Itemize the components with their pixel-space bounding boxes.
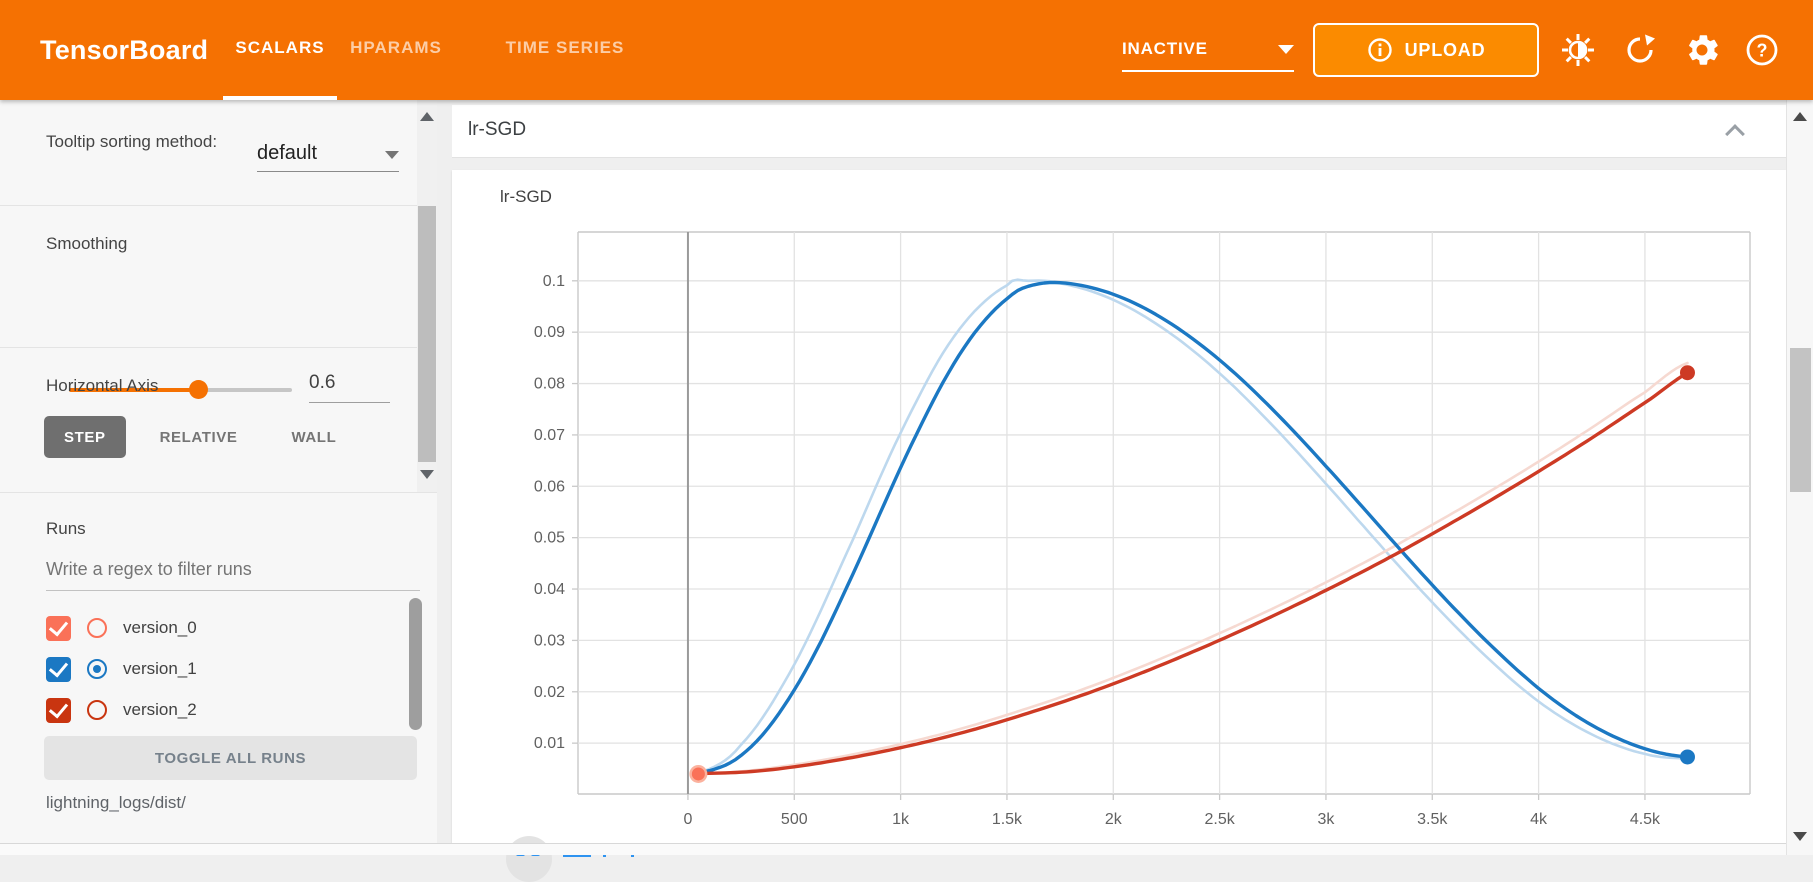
upload-button-label: UPLOAD [1404,39,1486,60]
contrast-icon[interactable] [1560,32,1596,68]
chevron-down-icon [385,151,399,159]
runs-scrollbar-thumb[interactable] [409,598,422,730]
sidebar: Tooltip sorting method: default Smoothin… [0,100,437,843]
log-directory-label: lightning_logs/dist/ [46,793,186,812]
svg-text:0.09: 0.09 [534,324,565,341]
horizontal-axis-label: Horizontal Axis [46,376,159,395]
page-scrollbar-thumb[interactable] [1790,348,1811,492]
scroll-down-icon[interactable] [1793,832,1807,841]
run-row: version_1 [46,649,386,689]
run-radio[interactable] [87,659,107,679]
tab-hparams[interactable]: HPARAMS [350,38,442,57]
run-radio[interactable] [87,700,107,720]
svg-text:0.02: 0.02 [534,684,565,701]
app-title: TensorBoard [40,34,209,65]
collapse-chevron-icon[interactable] [1725,124,1745,144]
info-icon [1367,38,1392,62]
scroll-up-icon[interactable] [1793,112,1807,121]
svg-text:2.5k: 2.5k [1204,811,1235,828]
runs-label: Runs [46,519,86,538]
divider [0,205,437,206]
svg-text:1.5k: 1.5k [992,811,1023,828]
svg-text:2k: 2k [1105,811,1123,828]
scalar-card [452,170,1786,843]
run-name: version_1 [123,659,197,678]
svg-text:0.05: 0.05 [534,530,565,547]
page-scrollbar[interactable] [1786,100,1813,855]
axis-button-wall[interactable]: WALL [291,428,337,446]
chart-title: lr-SGD [500,187,552,206]
svg-text:0.03: 0.03 [534,632,565,649]
horizontal-axis-buttons: STEP RELATIVE WALL [44,416,356,458]
tab-time-series[interactable]: TIME SERIES [505,38,625,57]
svg-text:4k: 4k [1530,811,1548,828]
divider [0,492,437,493]
help-icon[interactable]: ? [1744,32,1780,68]
svg-text:0.07: 0.07 [534,427,565,444]
settings-pane-scrollbar-thumb[interactable] [418,206,436,462]
axis-button-step[interactable]: STEP [44,416,126,458]
smoothing-slider[interactable] [69,380,292,399]
refresh-icon[interactable] [1622,32,1658,68]
status-dropdown-value: INACTIVE [1122,39,1208,58]
toggle-all-runs-button[interactable]: TOGGLE ALL RUNS [44,736,417,780]
run-checkbox[interactable] [46,656,71,682]
chart-group-title: lr-SGD [468,119,527,140]
svg-text:3k: 3k [1317,811,1335,828]
chart-group-header[interactable]: lr-SGD [452,105,1786,158]
run-checkbox[interactable] [46,615,71,641]
smoothing-label: Smoothing [46,234,128,253]
app-header: TensorBoard SCALARS HPARAMS TIME SERIES IN… [0,0,1813,100]
divider [0,347,437,348]
scalar-chart[interactable]: 0 500 1k 1.5k 2k 2.5k 3k 3.5k 4k 4.5k 0.01 0.02 0.03… [452,160,1786,843]
run-checkbox[interactable] [46,697,71,723]
svg-text:0.08: 0.08 [534,376,565,393]
upload-button[interactable]: UPLOAD [1313,23,1539,77]
horizontal-scroll-gutter [0,843,1786,855]
svg-text:0.1: 0.1 [543,273,565,290]
tooltip-sorting-label: Tooltip sorting method: [46,132,218,151]
run-row: version_0 [46,608,386,648]
runs-filter-input[interactable] [46,555,420,591]
scroll-up-icon[interactable] [420,112,434,121]
scroll-down-icon[interactable] [420,470,434,479]
tooltip-sorting-dropdown[interactable]: default [257,130,399,172]
svg-text:3.5k: 3.5k [1417,811,1448,828]
tooltip-sorting-value: default [257,142,318,164]
smoothing-value[interactable]: 0.6 [309,372,390,403]
svg-text:0.04: 0.04 [534,581,565,598]
svg-text:0: 0 [683,811,692,828]
smoothing-slider-thumb[interactable] [189,380,209,399]
tab-scalars[interactable]: SCALARS [223,0,337,100]
svg-text:500: 500 [781,811,808,828]
status-dropdown[interactable]: INACTIVE [1122,28,1294,72]
settings-icon[interactable] [1684,32,1720,68]
run-name: version_0 [123,618,197,637]
axis-button-relative[interactable]: RELATIVE [159,428,238,446]
smoothing-slider-fill [69,388,199,392]
chevron-down-icon [1278,44,1294,54]
svg-text:4.5k: 4.5k [1630,811,1661,828]
settings-pane-scrollbar[interactable] [417,100,437,492]
run-radio[interactable] [87,618,107,638]
run-row: version_2 [46,690,386,730]
run-name: version_2 [123,700,197,719]
svg-text:1k: 1k [892,811,910,828]
svg-text:0.06: 0.06 [534,478,565,495]
svg-text:?: ? [1757,41,1768,61]
svg-text:0.01: 0.01 [534,735,565,752]
